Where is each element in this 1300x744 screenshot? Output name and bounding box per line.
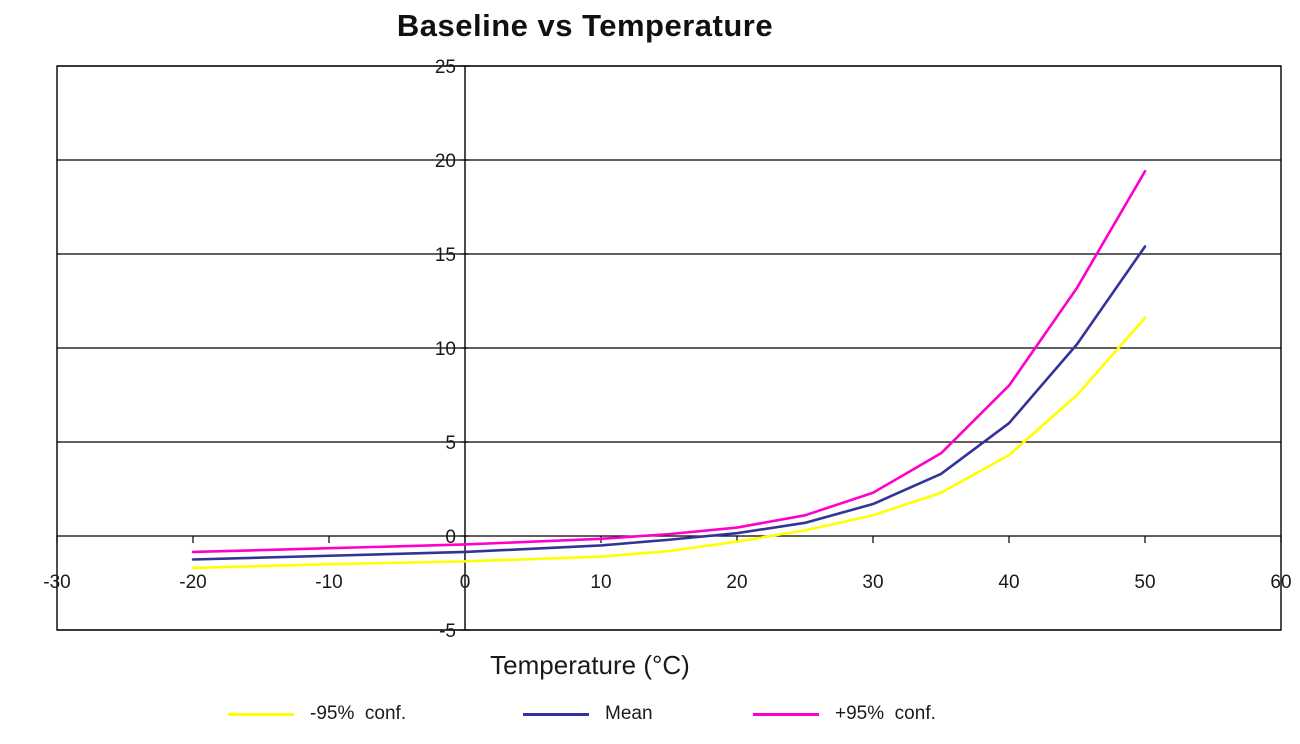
chart-title: Baseline vs Temperature xyxy=(396,8,774,43)
x-axis-title: Temperature (°C) xyxy=(490,650,690,680)
series-line-mean xyxy=(191,245,1147,561)
x-tick-label: -20 xyxy=(179,572,206,593)
x-tick-label: 40 xyxy=(998,572,1019,593)
x-tick-label: 30 xyxy=(862,572,883,593)
legend: -95% conf. Mean +95% conf. xyxy=(0,700,1300,736)
series-line--95-conf- xyxy=(191,169,1147,554)
x-tick-label: 50 xyxy=(1134,572,1155,593)
x-tick-label: -10 xyxy=(315,572,342,593)
x-tick-label: 60 xyxy=(1270,572,1291,593)
x-tick-label: 0 xyxy=(460,572,471,593)
y-tick-label: 20 xyxy=(435,151,456,172)
x-tick-label: -30 xyxy=(43,572,70,593)
legend-item: +95% conf. xyxy=(753,700,936,728)
y-tick-label: 5 xyxy=(445,433,456,454)
y-tick-label: 0 xyxy=(445,527,456,548)
legend-label: +95% conf. xyxy=(835,703,936,724)
y-tick-label: 15 xyxy=(435,245,456,266)
y-tick-label: -5 xyxy=(439,621,456,642)
legend-item: Mean xyxy=(523,700,653,728)
legend-swatch-mean xyxy=(523,712,589,716)
legend-swatch-upper-conf xyxy=(753,712,819,716)
legend-item: -95% conf. xyxy=(228,700,406,728)
legend-swatch-lower-conf xyxy=(228,712,294,716)
y-tick-label: 25 xyxy=(435,57,456,78)
legend-label: Mean xyxy=(605,703,653,724)
legend-label: -95% conf. xyxy=(310,703,407,724)
x-tick-label: 20 xyxy=(726,572,747,593)
plot-border xyxy=(56,65,1282,631)
x-tick-label: 10 xyxy=(590,572,611,593)
y-tick-label: 10 xyxy=(435,339,456,360)
series-line--95-conf- xyxy=(191,316,1147,570)
